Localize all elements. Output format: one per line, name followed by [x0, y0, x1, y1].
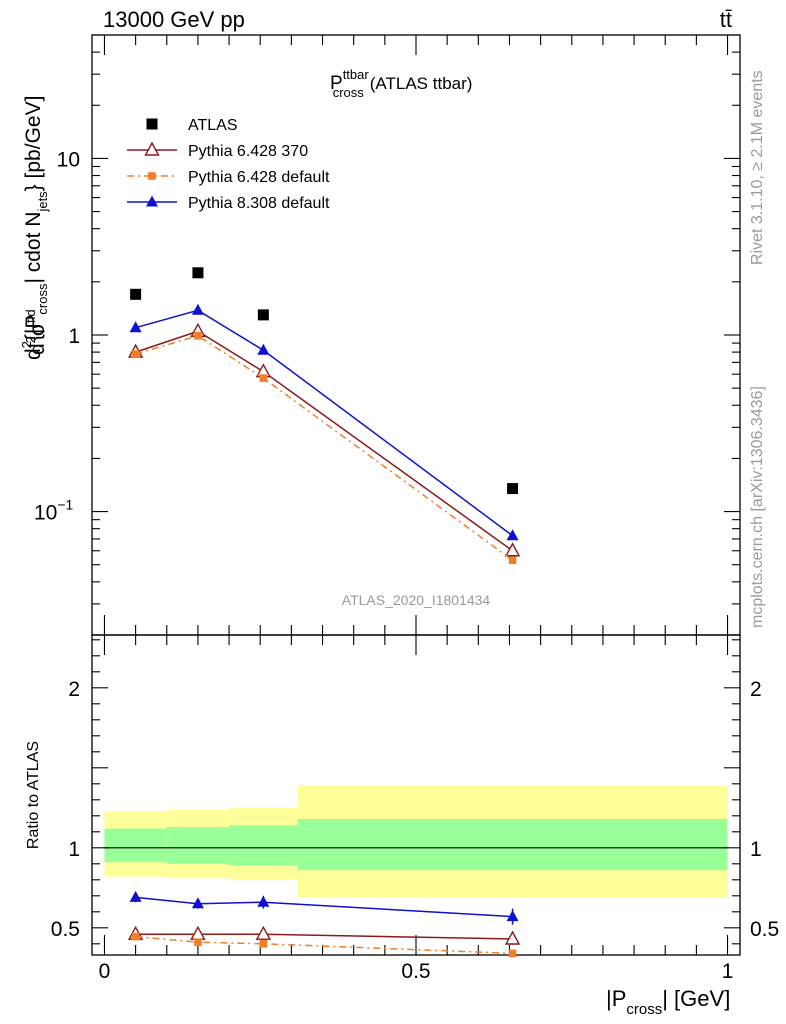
x-tick-label: 1: [722, 960, 734, 983]
legend-marker: [144, 141, 160, 156]
legend-marker: [146, 195, 158, 207]
axis-ticks: [92, 34, 740, 955]
data-point: [129, 321, 142, 333]
rivet-note: Rivet 3.1.10, ≥ 2.1M events: [749, 70, 766, 265]
axis-tick-labels: 10 1 10−1 2 2 1 1 0.5 0.5 0 0.5 1: [34, 148, 779, 983]
ratio-y-tick-label-right: 2: [750, 678, 762, 701]
data-point: [131, 350, 140, 358]
process-label: tt̄: [720, 7, 732, 32]
energy-label: 13000 GeV pp: [103, 7, 245, 32]
series-line: [135, 334, 514, 561]
ratio-point: [129, 890, 142, 902]
y-tick-label: 10: [57, 148, 80, 171]
series-line: [135, 309, 514, 537]
legend-label: Pythia 8.308 default: [188, 195, 330, 212]
y-axis-label-main: d2{|Pcross| cdot Njets} [pb/GeV]: [19, 96, 50, 360]
data-point: [257, 343, 270, 355]
mcplots-note: mcplots.cern.ch [arXiv:1306.3436]: [749, 386, 766, 628]
ratio-point: [191, 897, 204, 909]
stat-uncertainty-band: [297, 819, 728, 871]
data-point: [507, 483, 519, 495]
ratio-y-tick-label-right: 1: [750, 838, 762, 861]
stat-uncertainty-band: [229, 825, 298, 866]
legend: ATLAS Pythia 6.428 370 Pythia 6.428 defaul…: [127, 117, 330, 212]
ratio-point: [259, 940, 268, 948]
ratio-point: [131, 932, 140, 941]
ratio-y-tick-label: 2: [68, 678, 80, 701]
ratio-point: [508, 949, 517, 958]
ratio-point: [257, 895, 270, 907]
data-point: [508, 556, 517, 565]
x-axis-label: |Pcross| [GeV]: [606, 986, 730, 1018]
data-point: [504, 542, 521, 557]
ratio-point: [255, 925, 272, 940]
data-point: [192, 267, 204, 279]
ratio-y-tick-label: 0.5: [51, 918, 80, 941]
main-series: [127, 267, 521, 565]
data-point: [257, 309, 269, 321]
plot-title: Pttbar cross (ATLAS ttbar): [330, 67, 472, 100]
ratio-y-axis-label: Ratio to ATLAS: [25, 741, 42, 849]
data-point: [130, 288, 142, 300]
x-tick-label: 0: [99, 960, 111, 983]
series-line: [135, 330, 514, 552]
legend-label: Pythia 6.428 370: [188, 143, 308, 160]
uncertainty-bands: [104, 785, 728, 898]
data-point: [506, 529, 519, 541]
ratio-series: [127, 890, 521, 958]
ratio-line: [135, 933, 513, 940]
y-axis-label: d2σfid: [23, 309, 49, 355]
y-tick-label: 10−1: [34, 497, 74, 525]
stat-uncertainty-band: [166, 827, 230, 864]
ratio-point: [194, 938, 202, 946]
legend-label: Pythia 6.428 default: [188, 169, 330, 186]
ratio-point: [504, 930, 521, 945]
y-tick-label: 1: [68, 325, 80, 348]
ratio-point: [506, 910, 519, 922]
stat-uncertainty-band: [104, 828, 167, 863]
ratio-y-tick-label: 1: [68, 838, 80, 861]
x-tick-label: 0.5: [401, 960, 430, 983]
ratio-point: [190, 925, 206, 940]
data-point: [194, 331, 202, 340]
analysis-watermark: ATLAS_2020_I1801434: [342, 592, 491, 608]
legend-label: ATLAS: [188, 117, 238, 134]
ratio-y-tick-label-right: 0.5: [750, 918, 779, 941]
legend-marker: [148, 172, 156, 180]
data-point: [259, 374, 268, 382]
ratio-line: [135, 896, 513, 918]
legend-marker: [146, 118, 158, 130]
data-point: [191, 303, 204, 315]
